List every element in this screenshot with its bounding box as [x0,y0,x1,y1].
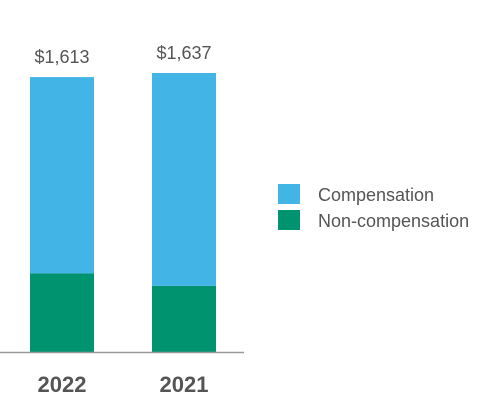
legend-swatch-compensation [278,184,300,204]
legend-swatch-non-compensation [278,210,300,230]
bars-layer [30,73,216,352]
total-label-2021: $1,637 [156,43,211,63]
legend: Compensation Non-compensation [278,184,469,231]
legend-label-compensation: Compensation [318,185,434,205]
labels-layer: $1,613 2022 $1,637 2021 [34,43,211,397]
legend-label-non-compensation: Non-compensation [318,211,469,231]
bar-non-compensation-2022 [30,273,94,352]
bar-non-compensation-2021 [152,285,216,352]
bar-compensation-2021 [152,73,216,286]
bar-compensation-2022 [30,77,94,274]
x-tick-label-2021: 2021 [160,372,209,397]
total-label-2022: $1,613 [34,47,89,67]
x-tick-label-2022: 2022 [38,372,87,397]
